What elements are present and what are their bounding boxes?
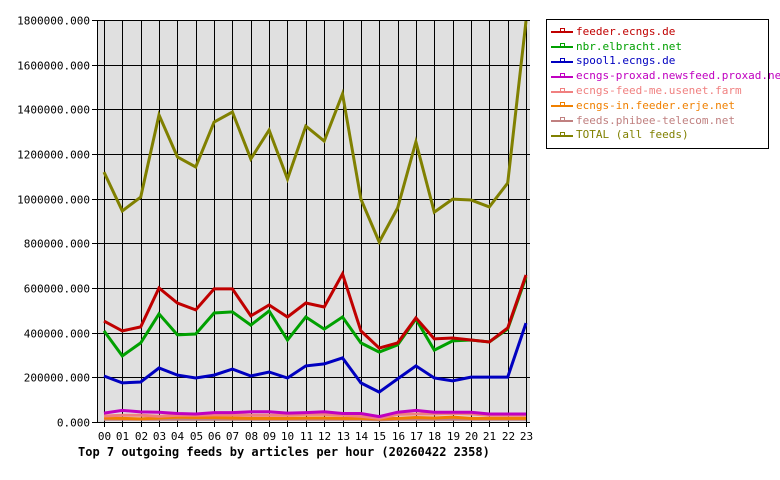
y-tick-label: 800000.000 (24, 238, 90, 251)
series-line (103, 408, 526, 419)
legend-line-marker-icon (551, 87, 573, 95)
x-tick-label: 08 (245, 430, 258, 443)
x-tick-label: 20 (465, 430, 478, 443)
series-line (102, 20, 528, 246)
legend-label: ecngs-proxad.newsfeed.proxad.net (576, 69, 780, 83)
legend-label: nbr.elbracht.net (576, 39, 682, 53)
legend-label: TOTAL (all feeds) (576, 128, 689, 142)
series-line (103, 322, 528, 394)
x-tick-label: 14 (355, 430, 369, 443)
chart-title: Top 7 outgoing feeds by articles per hou… (78, 445, 490, 459)
x-tick-label: 10 (281, 430, 294, 443)
grid-lines (97, 20, 530, 423)
x-tick-label: 02 (135, 430, 148, 443)
series-lines (102, 20, 528, 422)
legend-label: feeder.ecngs.de (576, 24, 676, 38)
x-tick-label: 04 (171, 430, 185, 443)
x-tick-label: 11 (300, 430, 313, 443)
legend-item: spool1.ecngs.de (551, 54, 768, 69)
legend-item: feeds.phibee-telecom.net (551, 113, 768, 128)
legend-item: nbr.elbracht.net (551, 39, 768, 54)
x-tick-label: 15 (373, 430, 386, 443)
y-tick-label: 400000.000 (24, 328, 90, 341)
y-tick-label: 0.000 (57, 417, 90, 430)
x-tick-label: 19 (447, 430, 460, 443)
x-tick-label: 09 (263, 430, 276, 443)
series-line (102, 276, 528, 358)
series-line (103, 270, 528, 350)
legend-line-marker-icon (551, 131, 573, 139)
legend-label: spool1.ecngs.de (576, 54, 676, 68)
x-tick-label: 12 (318, 430, 331, 443)
x-tick-label: 13 (337, 430, 350, 443)
x-tick-label: 21 (483, 430, 496, 443)
series-line (103, 415, 526, 421)
legend-item: ecngs-in.feeder.erje.net (551, 98, 768, 113)
legend-label: feeds.phibee-telecom.net (576, 113, 735, 127)
legend-line-marker-icon (551, 42, 573, 50)
x-tick-label: 16 (392, 430, 405, 443)
y-tick-label: 1800000.000 (17, 15, 90, 28)
x-tick-label: 03 (153, 430, 166, 443)
legend-label: ecngs-feed-me.usenet.farm (576, 84, 742, 98)
legend-label: ecngs-in.feeder.erje.net (576, 98, 735, 112)
x-tick-label: 01 (116, 430, 129, 443)
y-tick-label: 1200000.000 (17, 149, 90, 162)
x-axis: 00 01 02 03 04 05 06 07 08 09 10 11 12 13 14 15 16 17 18 19… (98, 422, 533, 443)
x-tick-label: 00 (98, 430, 111, 443)
y-axis: 0.000 200000.000 400000.000 600000.000 80000… (17, 15, 97, 430)
legend-item: TOTAL (all feeds) (551, 128, 768, 143)
legend-item: ecngs-proxad.newsfeed.proxad.net (551, 68, 780, 83)
x-tick-label: 18 (428, 430, 441, 443)
legend-line-marker-icon (551, 116, 573, 124)
legend-line-marker-icon (551, 57, 573, 65)
legend-line-marker-icon (551, 101, 573, 109)
x-tick-label: 17 (410, 430, 423, 443)
y-tick-label: 600000.000 (24, 283, 90, 296)
x-tick-label: 23 (520, 430, 533, 443)
y-tick-label: 1600000.000 (17, 60, 90, 73)
x-tick-label: 22 (502, 430, 515, 443)
legend-line-marker-icon (551, 72, 573, 80)
y-tick-label: 200000.000 (24, 372, 90, 385)
legend-item: feeder.ecngs.de (551, 24, 768, 39)
legend: feeder.ecngs.de nbr.elbracht.net spool1.ec… (546, 19, 780, 149)
legend-line-marker-icon (551, 27, 573, 35)
x-tick-label: 07 (226, 430, 239, 443)
legend-item: ecngs-feed-me.usenet.farm (551, 83, 768, 98)
x-tick-label: 05 (190, 430, 203, 443)
plot-area (97, 20, 530, 422)
y-tick-label: 1400000.000 (17, 104, 90, 117)
y-tick-label: 1000000.000 (17, 194, 90, 207)
x-tick-label: 06 (208, 430, 221, 443)
